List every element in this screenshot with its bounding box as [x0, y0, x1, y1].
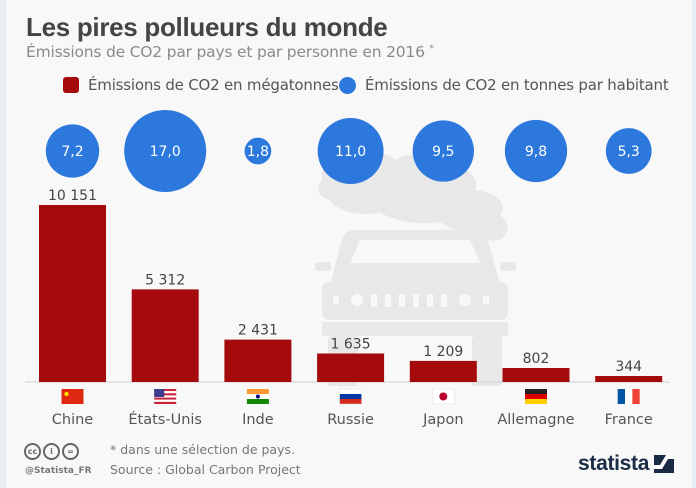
category-labels: Chine États-Unis Inde Russie Japon Allemagne F… [52, 411, 653, 428]
category-label: Chine [52, 412, 94, 428]
china-flag [61, 389, 84, 404]
category-label: Russie [327, 412, 374, 428]
bar [595, 376, 663, 382]
flag-part [246, 389, 269, 394]
no-derivatives-icon: = [62, 443, 79, 460]
bubble [45, 124, 100, 178]
chart-subtitle: Émissions de CO2 par pays et par personn… [26, 43, 434, 61]
flag-part [525, 394, 547, 399]
bubble-value-label: 9,5 [432, 144, 454, 160]
flag-part [246, 399, 269, 404]
japan-flag [432, 388, 455, 405]
flag-stripe [154, 397, 177, 400]
bar-value-label: 2 431 [238, 323, 278, 339]
legend-circle-swatch [339, 76, 356, 94]
brand-name: statista [578, 452, 650, 475]
bubble [605, 128, 652, 174]
creative-commons-icon: cc [24, 443, 41, 460]
bar-value-label: 5 312 [145, 272, 185, 288]
flag-part [617, 389, 626, 404]
flag-part [339, 394, 362, 399]
flag-part [339, 399, 362, 404]
flag-star [64, 391, 69, 397]
flag-part [61, 389, 84, 404]
bubble-value-label: 17,0 [150, 144, 181, 160]
legend-label: Émissions de CO2 en tonnes par habitant [365, 76, 669, 94]
bar [39, 205, 106, 382]
country-flags [61, 388, 640, 405]
subtitle-text: Émissions de CO2 par pays et par personn… [26, 43, 425, 61]
flag-border [432, 388, 455, 405]
legend-item-megatonnes: Émissions de CO2 en mégatonnes [63, 76, 339, 94]
statista-logo-icon [654, 455, 675, 473]
bubble [412, 120, 474, 182]
bubble [124, 110, 207, 192]
bubble-value-label: 11,0 [335, 144, 366, 160]
bar [317, 353, 385, 382]
flag-border [339, 388, 362, 405]
bar-value-label: 344 [615, 359, 642, 375]
source-text: Source : Global Carbon Project [110, 462, 301, 477]
bar [131, 289, 199, 382]
license-icons: cc i = [24, 443, 79, 460]
bubble [504, 119, 568, 183]
germany-flag [525, 389, 547, 404]
india-flag [246, 389, 269, 404]
bar [502, 368, 570, 382]
category-label: États-Unis [128, 411, 202, 428]
flag-part [339, 389, 362, 394]
flag-part [525, 389, 547, 394]
legend-label: Émissions de CO2 en mégatonnes [88, 76, 339, 94]
legend-square-swatch [63, 77, 79, 93]
bar-value-labels: 10 151 5 312 2 431 1 635 1 209 802 344 [48, 188, 642, 375]
flag-stripe [154, 395, 177, 398]
chart-title: Les pires pollueurs du monde [26, 12, 388, 42]
bubble [244, 137, 272, 165]
usa-flag [154, 389, 177, 404]
flag-disc [439, 392, 448, 401]
infographic-card: Les pires pollueurs du monde Émissions d… [6, 0, 692, 488]
legend-item-per-capita: Émissions de CO2 en tonnes par habitant [339, 76, 669, 94]
flag-canton [154, 389, 165, 397]
france-flag [617, 389, 640, 404]
bubble-value-label: 1,8 [247, 144, 269, 160]
footnote: * dans une sélection de pays. [110, 442, 295, 457]
bubble [317, 118, 384, 184]
category-label: Allemagne [497, 412, 574, 428]
category-label: France [605, 412, 653, 428]
flag-stripe [154, 389, 177, 392]
bar [409, 360, 477, 382]
flag-stripe [154, 399, 177, 402]
subtitle-asterisk: * [429, 43, 435, 54]
bubble-series: 7,2 17,0 1,8 11,0 9,5 9,8 5,3 [45, 110, 652, 192]
bar-value-label: 1 209 [423, 344, 463, 360]
bubble-value-label: 9,8 [525, 144, 547, 160]
bubble-value-label: 5,3 [618, 144, 640, 160]
bubble-value-label: 7,2 [61, 144, 83, 160]
flag-stripe [154, 391, 177, 394]
flag-wheel [255, 394, 260, 399]
flag-part [525, 399, 547, 404]
flag-part [632, 389, 640, 404]
statista-logo: statista [578, 452, 675, 476]
russia-flag [339, 388, 362, 405]
statista-handle: @Statista_FR [25, 466, 92, 476]
flag-stripe [154, 393, 177, 396]
flag-part [625, 389, 633, 404]
category-label: Japon [422, 412, 463, 428]
category-label: Inde [242, 412, 274, 428]
flag-stripe [154, 401, 177, 404]
bar [224, 339, 292, 382]
bar-value-label: 10 151 [48, 188, 97, 204]
bar-value-label: 1 635 [331, 336, 371, 352]
bar-series [39, 205, 663, 382]
attribution-icon: i [43, 443, 60, 460]
bar-value-label: 802 [523, 351, 550, 367]
